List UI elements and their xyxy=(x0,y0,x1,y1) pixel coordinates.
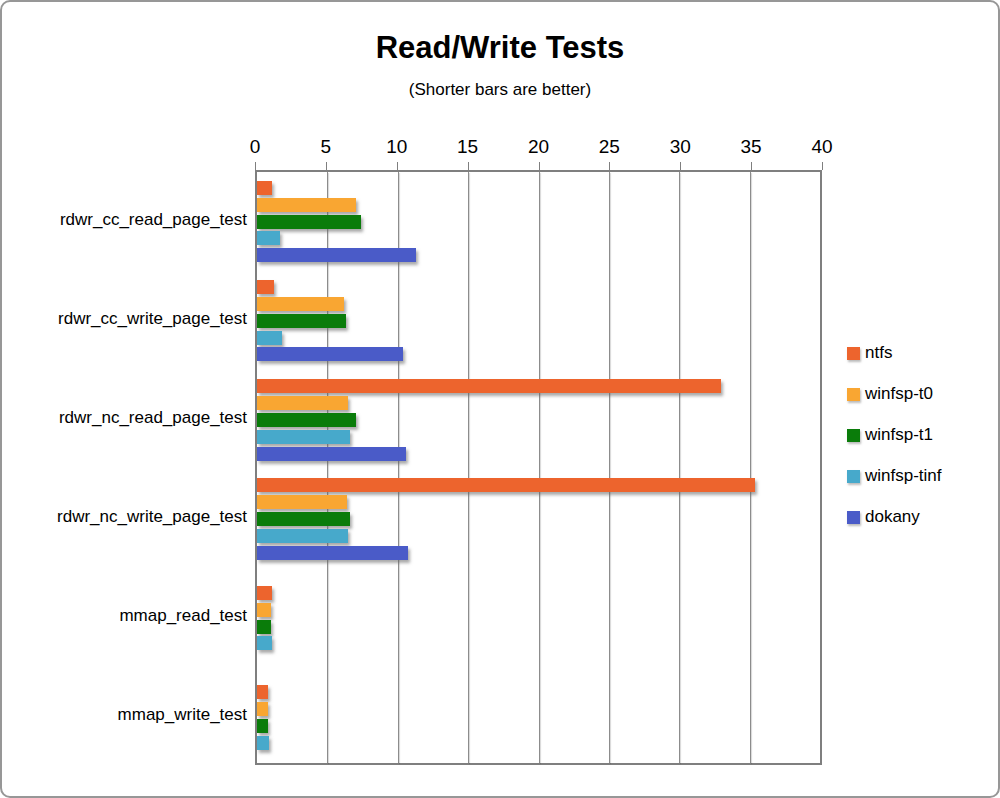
x-axis-tick-mark xyxy=(680,162,681,170)
legend-swatch-icon xyxy=(847,388,860,401)
bar-winfsp-t1 xyxy=(257,215,361,229)
legend-item-winfsp-t0: winfsp-t0 xyxy=(847,384,942,404)
bar-winfsp-t0 xyxy=(257,702,268,716)
bar-group-mmap_read_test xyxy=(257,569,820,668)
x-axis-tick-label: 15 xyxy=(457,136,478,158)
x-axis-tick-label: 0 xyxy=(250,136,261,158)
bar-winfsp-tinf xyxy=(257,231,280,245)
x-axis-tick-label: 10 xyxy=(386,136,407,158)
bar-winfsp-t1 xyxy=(257,314,346,328)
x-axis-tick-mark xyxy=(539,162,540,170)
bar-ntfs xyxy=(257,586,272,600)
legend-label: winfsp-tinf xyxy=(865,466,942,486)
category-label-mmap_write_test: mmap_write_test xyxy=(2,666,247,765)
legend-swatch-icon xyxy=(847,511,860,524)
legend-label: dokany xyxy=(865,507,920,527)
bar-winfsp-t0 xyxy=(257,603,271,617)
x-axis-tick-label: 30 xyxy=(670,136,691,158)
bar-group-rdwr_nc_read_page_test xyxy=(257,370,820,469)
legend-swatch-icon xyxy=(847,429,860,442)
bar-ntfs xyxy=(257,478,755,492)
bar-winfsp-t0 xyxy=(257,198,356,212)
bar-group-rdwr_cc_write_page_test xyxy=(257,271,820,370)
bar-group-mmap_write_test xyxy=(257,668,820,767)
x-axis-tick-mark xyxy=(326,162,327,170)
bar-winfsp-t0 xyxy=(257,495,347,509)
chart-subtitle: (Shorter bars are better) xyxy=(2,80,998,100)
legend-item-dokany: dokany xyxy=(847,507,942,527)
x-axis-tick-mark xyxy=(255,162,256,170)
legend-item-winfsp-t1: winfsp-t1 xyxy=(847,425,942,445)
bar-winfsp-t1 xyxy=(257,620,271,634)
chart-frame: Read/Write Tests (Shorter bars are bette… xyxy=(0,0,1000,798)
bar-dokany xyxy=(257,546,408,560)
category-label-rdwr_cc_read_page_test: rdwr_cc_read_page_test xyxy=(2,170,247,269)
x-axis-tick-label: 25 xyxy=(599,136,620,158)
x-axis-tick-label: 5 xyxy=(321,136,332,158)
bar-winfsp-t1 xyxy=(257,719,268,733)
bar-winfsp-t0 xyxy=(257,396,348,410)
x-axis-tick-mark xyxy=(609,162,610,170)
x-axis-tick-label: 35 xyxy=(741,136,762,158)
bar-dokany xyxy=(257,347,403,361)
bar-ntfs xyxy=(257,181,272,195)
legend-label: winfsp-t1 xyxy=(865,425,933,445)
bar-ntfs xyxy=(257,685,268,699)
bar-winfsp-tinf xyxy=(257,529,348,543)
bar-ntfs xyxy=(257,280,274,294)
bar-ntfs xyxy=(257,379,721,393)
bar-group-rdwr_cc_read_page_test xyxy=(257,172,820,271)
x-axis-tick-label: 20 xyxy=(528,136,549,158)
bar-winfsp-tinf xyxy=(257,430,350,444)
legend-item-winfsp-tinf: winfsp-tinf xyxy=(847,466,942,486)
x-axis-tick-mark xyxy=(468,162,469,170)
bar-winfsp-tinf xyxy=(257,736,269,750)
category-label-rdwr_nc_read_page_test: rdwr_nc_read_page_test xyxy=(2,368,247,467)
bar-winfsp-tinf xyxy=(257,636,272,650)
x-axis-tick-labels: 0510152025303540 xyxy=(255,136,822,160)
category-label-rdwr_nc_write_page_test: rdwr_nc_write_page_test xyxy=(2,468,247,567)
bar-winfsp-t1 xyxy=(257,413,356,427)
legend-label: winfsp-t0 xyxy=(865,384,933,404)
bar-dokany xyxy=(257,248,416,262)
bar-winfsp-t1 xyxy=(257,512,350,526)
legend-item-ntfs: ntfs xyxy=(847,343,942,363)
bar-group-rdwr_nc_write_page_test xyxy=(257,470,820,569)
bar-winfsp-tinf xyxy=(257,331,282,345)
category-label-rdwr_cc_write_page_test: rdwr_cc_write_page_test xyxy=(2,269,247,368)
legend-label: ntfs xyxy=(865,343,892,363)
category-label-mmap_read_test: mmap_read_test xyxy=(2,567,247,666)
x-axis-tick-mark xyxy=(751,162,752,170)
bar-dokany xyxy=(257,447,406,461)
legend: ntfs winfsp-t0 winfsp-t1 winfsp-tinf dokany xyxy=(847,343,942,548)
x-axis-tick-label: 40 xyxy=(811,136,832,158)
legend-swatch-icon xyxy=(847,347,860,360)
x-axis-tick-mark xyxy=(397,162,398,170)
x-axis-tick-mark xyxy=(822,162,823,170)
bar-winfsp-t0 xyxy=(257,297,344,311)
chart-title: Read/Write Tests xyxy=(2,30,998,66)
legend-swatch-icon xyxy=(847,470,860,483)
plot-area xyxy=(255,170,822,765)
